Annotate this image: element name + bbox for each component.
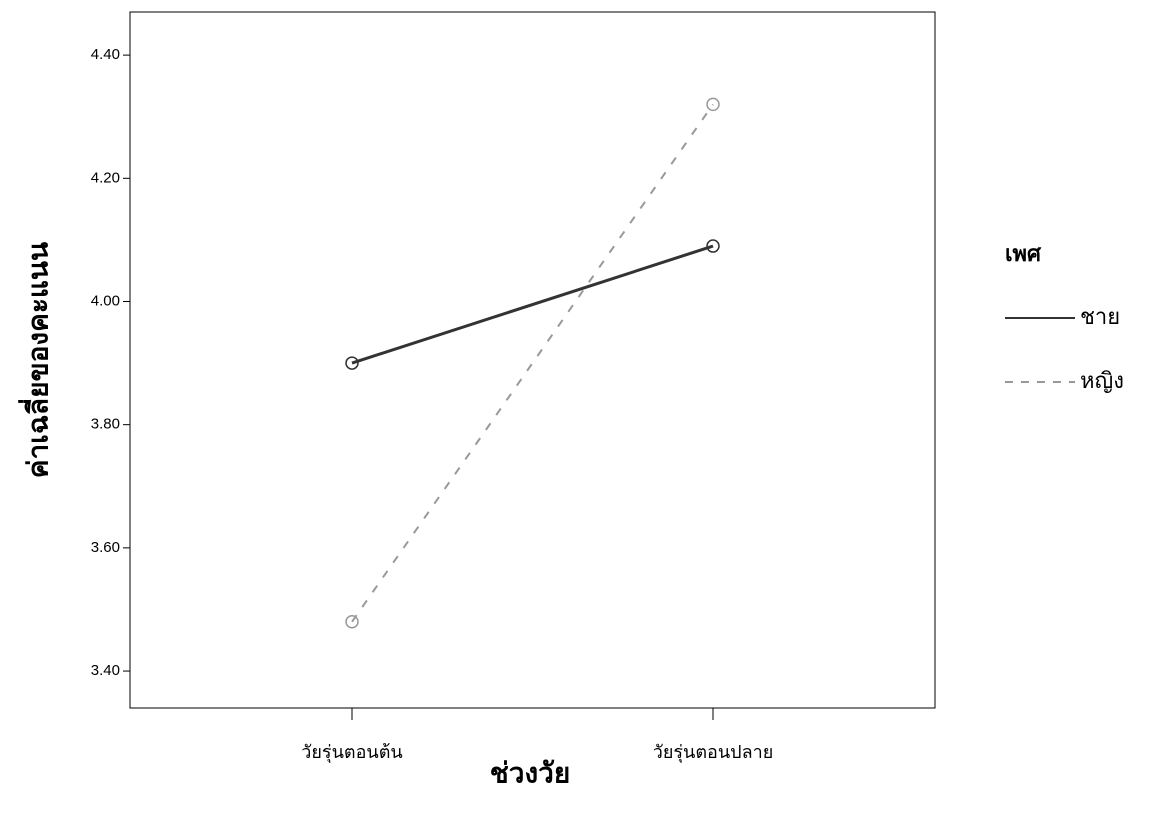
y-tick-label: 4.20 — [91, 169, 120, 186]
x-axis-label: ช่วงวัย — [490, 757, 571, 790]
legend-label: หญิง — [1080, 369, 1124, 394]
marker — [706, 239, 720, 253]
marker — [706, 97, 720, 112]
legend-label: ชาย — [1080, 305, 1120, 330]
x-tick-label: วัยรุ่นตอนปลาย — [653, 742, 774, 763]
y-tick-label: 4.00 — [91, 292, 120, 309]
series-line — [351, 244, 714, 365]
marker — [345, 615, 359, 629]
y-tick-label: 3.60 — [91, 539, 120, 556]
y-tick-label: 3.40 — [91, 662, 120, 679]
y-tick-label: 3.80 — [91, 416, 120, 433]
marker — [345, 356, 359, 370]
x-tick-label: วัยรุ่นตอนต้น — [301, 742, 402, 763]
plot-frame — [129, 11, 936, 709]
y-axis-label: ค่าเฉลี่ยของคะแนน — [18, 242, 55, 478]
y-tick-label: 4.40 — [91, 46, 120, 63]
legend-title: เพศ — [1005, 241, 1042, 267]
series-line — [351, 103, 714, 623]
